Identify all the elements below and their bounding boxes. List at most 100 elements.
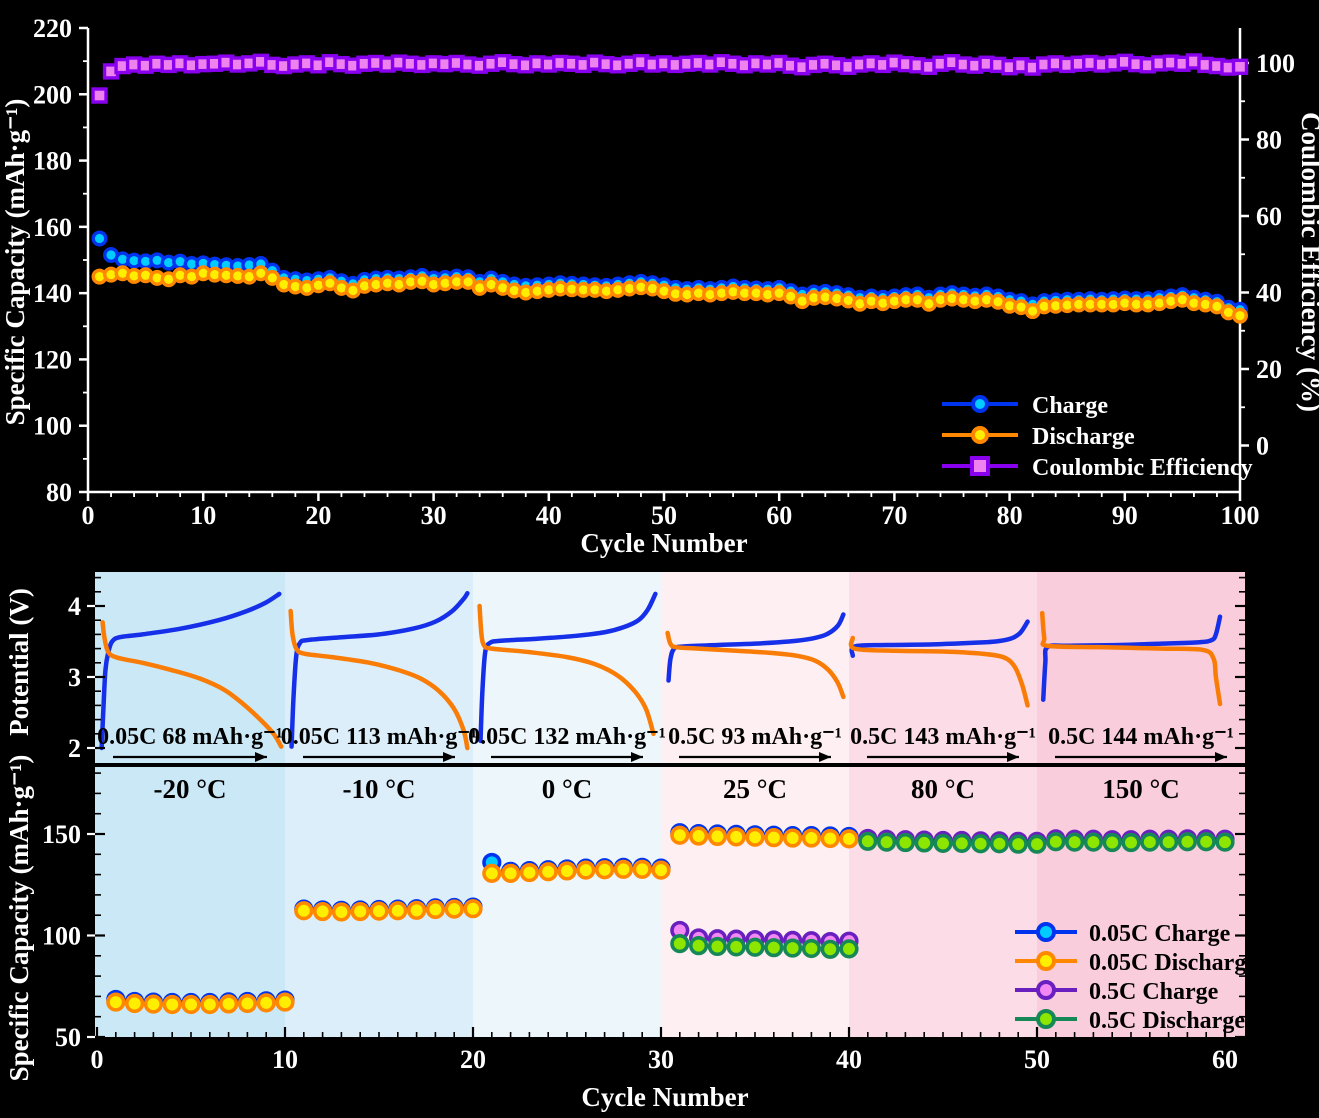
- c005-discharge-data-point: [670, 825, 690, 845]
- c005-discharge-data-point: [839, 829, 859, 849]
- c005-discharge-data-point: [576, 860, 596, 880]
- top-x-tick-label: 70: [881, 501, 907, 530]
- bottom-x-tick-label: 50: [1024, 1045, 1050, 1074]
- c005-discharge-data-point: [463, 899, 483, 919]
- charge-voltage-curve: [99, 591, 282, 751]
- annotation-arrow-head: [631, 752, 643, 762]
- bottom-volt-tick-label: 4: [68, 592, 81, 621]
- c005-discharge-data-point: [275, 992, 295, 1012]
- bottom-chart: 0.05C 68 mAh·g⁻¹ -20 °C 0.05C 113 mAh·g⁻¹ -…: [4, 572, 1257, 1112]
- top-x-tick-label: 10: [190, 501, 216, 530]
- top-y-tick-label: 200: [33, 80, 72, 109]
- bottom-volt-axis-label: Potential (V): [4, 588, 34, 736]
- top-y-tick-label: 100: [33, 412, 72, 441]
- c005-charge-legend-label: 0.05C Charge: [1089, 921, 1231, 947]
- charge-voltage-curve: [666, 612, 846, 683]
- c005-discharge-data-point: [106, 992, 126, 1012]
- c05-discharge-data-point: [1064, 832, 1085, 852]
- discharge-voltage-curve: [477, 603, 656, 737]
- annotation-arrow-head: [819, 752, 831, 762]
- c05-discharge-data-point: [670, 934, 690, 954]
- c005-discharge-data-point: [651, 860, 671, 880]
- c05-discharge-data-point: [764, 938, 784, 958]
- c005-discharge-data-point: [313, 901, 333, 922]
- top-y2-tick-label: 20: [1256, 355, 1282, 384]
- c005-discharge-data-point: [162, 994, 182, 1015]
- bottom-series: [106, 823, 1235, 1015]
- c005-discharge-data-point: [726, 827, 746, 847]
- top-series: [91, 53, 1249, 324]
- top-x-tick-label: 0: [82, 501, 95, 530]
- legend-item-05c-discharge: 0.5C Discharge: [1015, 1008, 1245, 1034]
- c05-charge-legend-label: 0.5C Charge: [1089, 979, 1219, 1005]
- capacity-annotation: 0.05C 113 mAh·g⁻¹: [281, 724, 478, 750]
- c005-discharge-data-point: [782, 828, 803, 848]
- c005-discharge-data-point: [256, 993, 276, 1013]
- bottom-x-tick-label: 20: [460, 1045, 486, 1074]
- c05-discharge-data-point: [707, 936, 728, 957]
- c005-discharge-data-point: [350, 901, 370, 922]
- ce-legend-marker: [970, 456, 990, 476]
- bottom-y-tick-label: 50: [55, 1023, 81, 1052]
- top-x-axis-label: Cycle Number: [580, 528, 747, 558]
- capacity-annotation: 0.05C 132 mAh·g⁻¹: [468, 724, 666, 750]
- c05-discharge-data-point: [1027, 834, 1047, 854]
- bottom-legend: 0.05C Charge 0.05C Discharge 0.5C Charge…: [1015, 921, 1257, 1034]
- ce-legend-label: Coulombic Efficiency: [1032, 455, 1253, 481]
- c005-discharge-data-point: [125, 993, 145, 1014]
- legend-item-coulombic-efficiency: Coulombic Efficiency: [942, 455, 1253, 481]
- c05-discharge-data-point: [895, 832, 916, 853]
- charge-legend-marker: [971, 395, 989, 413]
- top-x-tick-label: 30: [421, 501, 447, 530]
- c005-charge-legend-marker: [1036, 922, 1056, 942]
- c05-discharge-data-point: [688, 936, 709, 956]
- c005-discharge-data-point: [707, 826, 728, 847]
- temperature-label: 80 °C: [911, 774, 975, 804]
- top-x-tick-label: 50: [651, 501, 677, 530]
- top-y2-tick-label: 80: [1256, 126, 1282, 155]
- top-x-tick-label: 90: [1112, 501, 1138, 530]
- temperature-band: [95, 572, 285, 1037]
- c05-discharge-data-point: [1121, 832, 1141, 853]
- ce-data-point: [91, 87, 108, 104]
- discharge-voltage-curve: [848, 635, 1030, 708]
- top-y-tick-label: 180: [33, 147, 72, 176]
- band-annotations: 0.05C 68 mAh·g⁻¹ -20 °C 0.05C 113 mAh·g⁻¹ -…: [95, 724, 1245, 804]
- charge-voltage-curve: [478, 591, 658, 744]
- top-y2-tick-label: 100: [1256, 49, 1295, 78]
- ce-data-point: [1231, 58, 1249, 76]
- c005-discharge-data-point: [407, 900, 427, 920]
- c05-discharge-data-point: [745, 937, 765, 957]
- c05-discharge-data-point: [876, 832, 897, 852]
- temperature-label: 0 °C: [542, 774, 593, 804]
- annotation-arrow-head: [1007, 752, 1019, 762]
- top-y-axis-label: Specific Capacity (mAh·g⁻¹): [0, 99, 30, 426]
- c05-charge-legend-marker: [1036, 980, 1056, 1000]
- c005-discharge-data-point: [425, 899, 446, 920]
- charge-data-point: [91, 230, 108, 247]
- top-y-tick-label: 120: [33, 345, 72, 374]
- top-y-tick-label: 220: [33, 14, 72, 43]
- temperature-label: 25 °C: [723, 774, 787, 804]
- c005-discharge-data-point: [801, 828, 822, 848]
- c05-discharge-data-point: [970, 834, 991, 854]
- discharge-voltage-curve: [100, 620, 284, 749]
- top-y-tick-label: 80: [46, 478, 72, 507]
- legend-item-05c-charge: 0.5C Charge: [1015, 979, 1219, 1005]
- top-x-tick-label: 40: [536, 501, 562, 530]
- c05-discharge-data-point: [1196, 832, 1216, 852]
- c005-discharge-data-point: [519, 862, 540, 883]
- c005-discharge-data-point: [181, 994, 201, 1015]
- c05-discharge-data-point: [839, 939, 859, 959]
- bottom-y-tick-label: 150: [42, 820, 81, 849]
- top-y2-tick-label: 60: [1256, 202, 1282, 231]
- capacity-annotation: 0.5C 93 mAh·g⁻¹: [668, 724, 842, 750]
- c05-discharge-data-point: [820, 939, 840, 959]
- top-x-tick-label: 100: [1221, 501, 1260, 530]
- bottom-volt-tick-label: 3: [68, 663, 81, 692]
- discharge-legend-marker: [971, 426, 989, 444]
- c005-discharge-data-point: [688, 826, 709, 846]
- c005-discharge-data-point: [632, 859, 652, 879]
- bottom-y-tick-label: 100: [42, 922, 81, 951]
